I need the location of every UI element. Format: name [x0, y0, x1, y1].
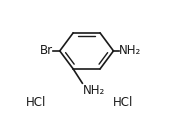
Text: NH₂: NH₂: [119, 44, 142, 57]
Text: Br: Br: [39, 44, 53, 57]
Text: HCl: HCl: [26, 96, 47, 109]
Text: NH₂: NH₂: [83, 84, 105, 97]
Text: HCl: HCl: [113, 96, 133, 109]
